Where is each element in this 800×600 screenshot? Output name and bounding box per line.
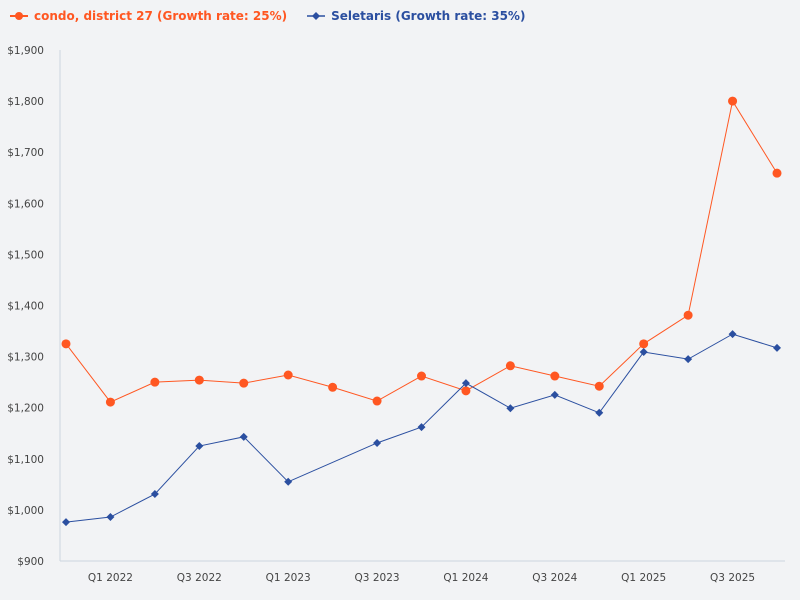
data-point [239, 378, 249, 388]
series-line-1 [65, 333, 778, 523]
y-tick-label: $1,800 [7, 96, 44, 108]
data-point [62, 518, 70, 527]
series-line-0 [65, 99, 778, 403]
data-point [150, 490, 159, 499]
x-tick-label: Q3 2025 [710, 572, 755, 584]
data-point [595, 408, 604, 417]
x-tick-label: Q1 2023 [266, 572, 311, 584]
data-point [550, 390, 559, 399]
data-point [195, 442, 204, 451]
y-tick-label: $1,900 [7, 45, 44, 57]
data-point [417, 423, 426, 432]
y-tick-label: $1,100 [7, 454, 44, 466]
data-point [194, 375, 204, 385]
y-tick-label: $1,300 [7, 352, 44, 364]
y-tick-label: $1,400 [7, 301, 44, 313]
y-tick-label: $1,200 [7, 403, 44, 415]
data-point [461, 379, 470, 388]
data-point [506, 404, 515, 413]
data-point [550, 371, 560, 381]
data-point [150, 377, 160, 387]
data-point [105, 397, 115, 407]
x-tick-label: Q1 2024 [443, 572, 488, 584]
legend-item-condo[interactable]: condo, district 27 (Growth rate: 25%) [10, 9, 287, 23]
data-point [505, 361, 515, 371]
y-tick-label: $1,500 [7, 249, 44, 261]
y-tick-label: $1,600 [7, 198, 44, 210]
data-point [728, 96, 738, 106]
x-tick-label: Q1 2022 [88, 572, 133, 584]
legend-item-seletaris[interactable]: Seletaris (Growth rate: 35%) [307, 9, 525, 23]
data-point [461, 386, 471, 396]
data-point [239, 432, 248, 441]
data-point [639, 339, 649, 349]
data-point [372, 396, 382, 406]
data-point [773, 343, 781, 352]
data-point [728, 330, 737, 339]
data-point [106, 513, 115, 522]
data-point [417, 371, 426, 381]
x-tick-label: Q1 2025 [621, 572, 666, 584]
circle-marker-icon [10, 12, 28, 20]
data-point [594, 381, 604, 391]
x-tick-label: Q3 2024 [532, 572, 577, 584]
y-tick-label: $1,000 [7, 505, 44, 517]
data-point [772, 168, 782, 178]
x-tick-label: Q3 2023 [355, 572, 400, 584]
data-point [373, 438, 382, 447]
data-point [283, 370, 293, 380]
diamond-marker-icon [307, 12, 326, 20]
x-tick-label: Q3 2022 [177, 572, 222, 584]
data-point [284, 477, 293, 486]
y-tick-label: $900 [17, 556, 44, 568]
data-point [61, 339, 71, 349]
y-tick-label: $1,700 [7, 147, 44, 159]
data-point [684, 355, 693, 364]
data-point [328, 382, 338, 392]
data-point [683, 310, 693, 320]
legend-label: Seletaris (Growth rate: 35%) [331, 9, 526, 23]
legend-label: condo, district 27 (Growth rate: 25%) [34, 9, 288, 23]
legend: condo, district 27 (Growth rate: 25%) Se… [10, 9, 525, 23]
data-point [639, 348, 648, 357]
